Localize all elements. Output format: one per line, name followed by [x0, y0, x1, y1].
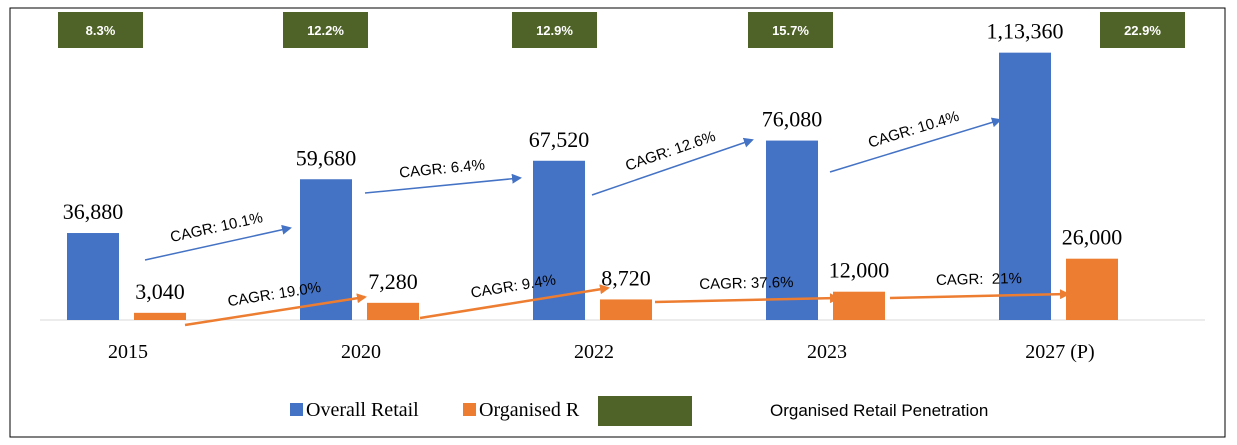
legend-swatch — [463, 403, 476, 416]
penetration-box — [58, 12, 143, 48]
value-label: 36,880 — [63, 199, 124, 224]
bar — [134, 312, 186, 320]
penetration-label: 15.7% — [772, 23, 809, 38]
cagr-arrow — [364, 173, 522, 194]
legend-label: Overall Retail — [306, 399, 419, 421]
value-label: 67,520 — [529, 127, 590, 152]
value-label: 8,720 — [601, 265, 651, 290]
cagr-label: CAGR: 10.1% — [169, 209, 265, 246]
penetration-label: 22.9% — [1124, 23, 1161, 38]
bar — [300, 179, 352, 320]
bar — [367, 302, 419, 320]
value-label: 76,080 — [762, 107, 823, 132]
value-label: 26,000 — [1062, 225, 1123, 250]
penetration-label: 8.3% — [86, 23, 116, 38]
bar — [999, 52, 1051, 320]
x-tick-label: 2023 — [807, 341, 847, 363]
penetration-box — [748, 12, 833, 48]
x-tick-label: 2022 — [574, 341, 614, 363]
bar — [833, 291, 885, 320]
bar — [67, 233, 119, 320]
x-tick-label: 2020 — [341, 341, 381, 363]
cagr-arrow — [144, 224, 292, 261]
value-label: 12,000 — [829, 258, 890, 283]
legend-swatch — [290, 403, 303, 416]
legend-swatch — [598, 396, 692, 426]
penetration-box — [512, 12, 597, 48]
value-label: 3,040 — [135, 279, 185, 304]
bar — [766, 140, 818, 320]
cagr-arrow — [889, 289, 1070, 300]
penetration-box — [1100, 12, 1185, 48]
cagr-arrow — [829, 117, 1002, 173]
x-tick-label: 2027 (P) — [1025, 341, 1094, 363]
penetration-label: 12.2% — [307, 23, 344, 38]
cagr-label: CAGR: 21% — [936, 270, 1022, 289]
legend-label: Organised R — [479, 399, 580, 421]
cagr-arrow — [654, 293, 840, 304]
cagr-label: CAGR: 37.6% — [699, 274, 794, 293]
legend-label: Organised Retail Penetration — [770, 401, 988, 420]
cagr-arrow — [184, 293, 367, 327]
penetration-box — [283, 12, 368, 48]
penetration-label: 12.9% — [536, 23, 573, 38]
bar — [600, 299, 652, 320]
cagr-label: CAGR: 10.4% — [866, 108, 961, 152]
cagr-arrow — [591, 137, 754, 196]
cagr-arrow — [419, 284, 610, 320]
cagr-label: CAGR: 6.4% — [399, 156, 486, 181]
value-label: 59,680 — [296, 145, 357, 170]
value-label: 7,280 — [368, 269, 418, 294]
frame — [9, 7, 1226, 438]
bar — [1066, 258, 1118, 320]
x-tick-label: 2015 — [108, 341, 148, 363]
value-label: 1,13,360 — [987, 19, 1064, 44]
